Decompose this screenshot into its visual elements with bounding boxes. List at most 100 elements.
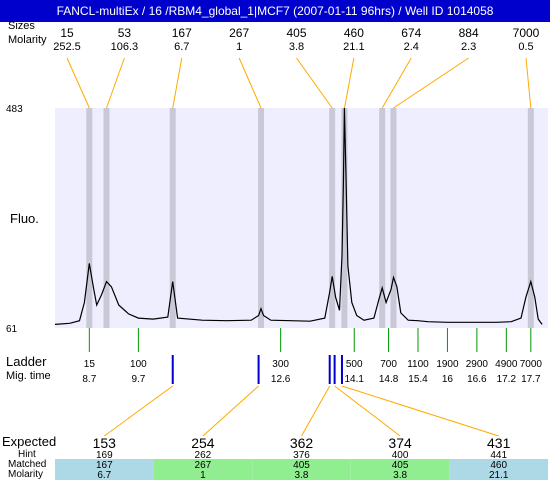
- hint-value: 376: [293, 450, 310, 461]
- peak-band: [169, 108, 176, 328]
- expected-connector: [301, 385, 331, 437]
- matched-cell: [153, 459, 253, 480]
- peak-molarity-label: 106.3: [111, 41, 139, 53]
- matched-cell: [55, 459, 154, 480]
- peak-molarity-label: 1: [236, 41, 242, 53]
- expected-value: 374: [388, 435, 412, 451]
- molarity-label: Molarity: [8, 34, 47, 46]
- peak-band: [341, 108, 348, 328]
- peak-size-label: 460: [344, 26, 364, 40]
- expected-connector: [341, 385, 499, 437]
- matched-molarity-value: 21.1: [489, 470, 509, 480]
- ladder-mig-label: 8.7: [82, 374, 96, 385]
- peak-molarity-label: 21.1: [343, 41, 364, 53]
- ladder-size-label: 2900: [466, 359, 489, 370]
- peak-size-label: 267: [229, 26, 249, 40]
- peak-size-label: 167: [172, 26, 192, 40]
- matched-molarity-value: 6.7: [97, 470, 111, 480]
- ladder-size-label: 300: [272, 359, 289, 370]
- ladder-mig-label: 15.4: [408, 374, 428, 385]
- peak-band: [258, 108, 265, 328]
- matched-molarity-value: 3.8: [393, 470, 407, 480]
- ladder-size-label: 15: [84, 359, 96, 370]
- peak-band: [379, 108, 386, 328]
- fluorescence-trace: [54, 107, 543, 325]
- peak-size-label: 7000: [513, 26, 540, 40]
- expected-value: 153: [93, 435, 117, 451]
- expected-connector: [334, 385, 401, 437]
- peak-band: [103, 108, 110, 328]
- peak-connector: [381, 57, 412, 109]
- peak-molarity-label: 0.5: [518, 41, 533, 53]
- y-tick-label: 483: [6, 104, 23, 115]
- plot-area: [55, 108, 548, 328]
- hint-value: 262: [195, 450, 212, 461]
- ladder-size-label: 500: [346, 359, 363, 370]
- peak-size-label: 884: [459, 26, 479, 40]
- matched-cell: [252, 459, 351, 480]
- peak-molarity-label: 252.5: [53, 41, 81, 53]
- y-tick-label: 61: [6, 324, 18, 335]
- ladder-size-label: 1900: [436, 359, 459, 370]
- expected-label: Expected: [2, 434, 57, 449]
- peak-band: [390, 108, 397, 328]
- peak-connector: [525, 57, 532, 109]
- molarity-bottom-label: Molarity: [8, 469, 44, 480]
- ladder-mig-label: 9.7: [131, 374, 145, 385]
- matched-value: 267: [195, 460, 212, 471]
- peak-connector: [106, 57, 125, 109]
- peak-molarity-label: 6.7: [174, 41, 189, 53]
- peak-size-label: 15: [60, 26, 74, 40]
- expected-value: 431: [487, 435, 511, 451]
- matched-value: 460: [490, 460, 507, 471]
- ladder-mig-label: 16: [442, 374, 454, 385]
- peak-band: [527, 108, 534, 328]
- hint-label: Hint: [18, 449, 36, 460]
- peak-connector: [296, 57, 333, 109]
- ladder-mig-label: 12.6: [271, 374, 291, 385]
- sizes-label: Sizes: [8, 20, 35, 32]
- hint-value: 441: [490, 450, 507, 461]
- ladder-mig-label: 17.2: [497, 374, 517, 385]
- matched-value: 167: [96, 460, 113, 471]
- peak-connector: [66, 57, 90, 109]
- ladder-size-label: 100: [130, 359, 147, 370]
- peak-size-label: 674: [401, 26, 421, 40]
- hint-value: 169: [96, 450, 113, 461]
- mig-time-label: Mig. time: [6, 370, 51, 382]
- ladder-label: Ladder: [6, 354, 47, 369]
- peak-connector: [172, 57, 183, 109]
- matched-molarity-value: 3.8: [295, 470, 309, 480]
- expected-connector: [104, 385, 174, 437]
- hint-value: 400: [392, 450, 409, 461]
- ladder-size-label: 700: [380, 359, 397, 370]
- peak-band: [329, 108, 336, 328]
- ladder-mig-label: 17.7: [521, 374, 541, 385]
- matched-value: 405: [392, 460, 409, 471]
- peak-molarity-label: 3.8: [289, 41, 304, 53]
- peak-size-label: 53: [118, 26, 132, 40]
- ladder-size-label: 7000: [520, 359, 543, 370]
- peak-molarity-label: 2.3: [461, 41, 476, 53]
- matched-label: Matched: [8, 459, 47, 470]
- matched-cell: [350, 459, 450, 480]
- peak-connector: [238, 57, 262, 109]
- chart-title: FANCL-multiEx / 16 /RBM4_global_1|MCF7 (…: [0, 0, 550, 22]
- expected-value: 254: [191, 435, 215, 451]
- expected-connector: [202, 385, 259, 437]
- ladder-size-label: 1100: [407, 359, 429, 370]
- peak-size-label: 405: [286, 26, 306, 40]
- peak-molarity-label: 2.4: [404, 41, 419, 53]
- ladder-mig-label: 14.1: [344, 374, 364, 385]
- expected-value: 362: [290, 435, 314, 451]
- peak-connector: [393, 57, 469, 109]
- ladder-mig-label: 14.8: [379, 374, 399, 385]
- electropherogram: 15252.553106.31676.726714053.846021.1674…: [6, 26, 548, 480]
- ladder-mig-label: 16.6: [467, 374, 487, 385]
- matched-cell: [449, 459, 548, 480]
- ladder-size-label: 4900: [495, 359, 518, 370]
- peak-connector: [343, 57, 355, 109]
- matched-molarity-value: 1: [200, 470, 206, 480]
- fluo-label: Fluo.: [10, 211, 39, 226]
- peak-band: [86, 108, 93, 328]
